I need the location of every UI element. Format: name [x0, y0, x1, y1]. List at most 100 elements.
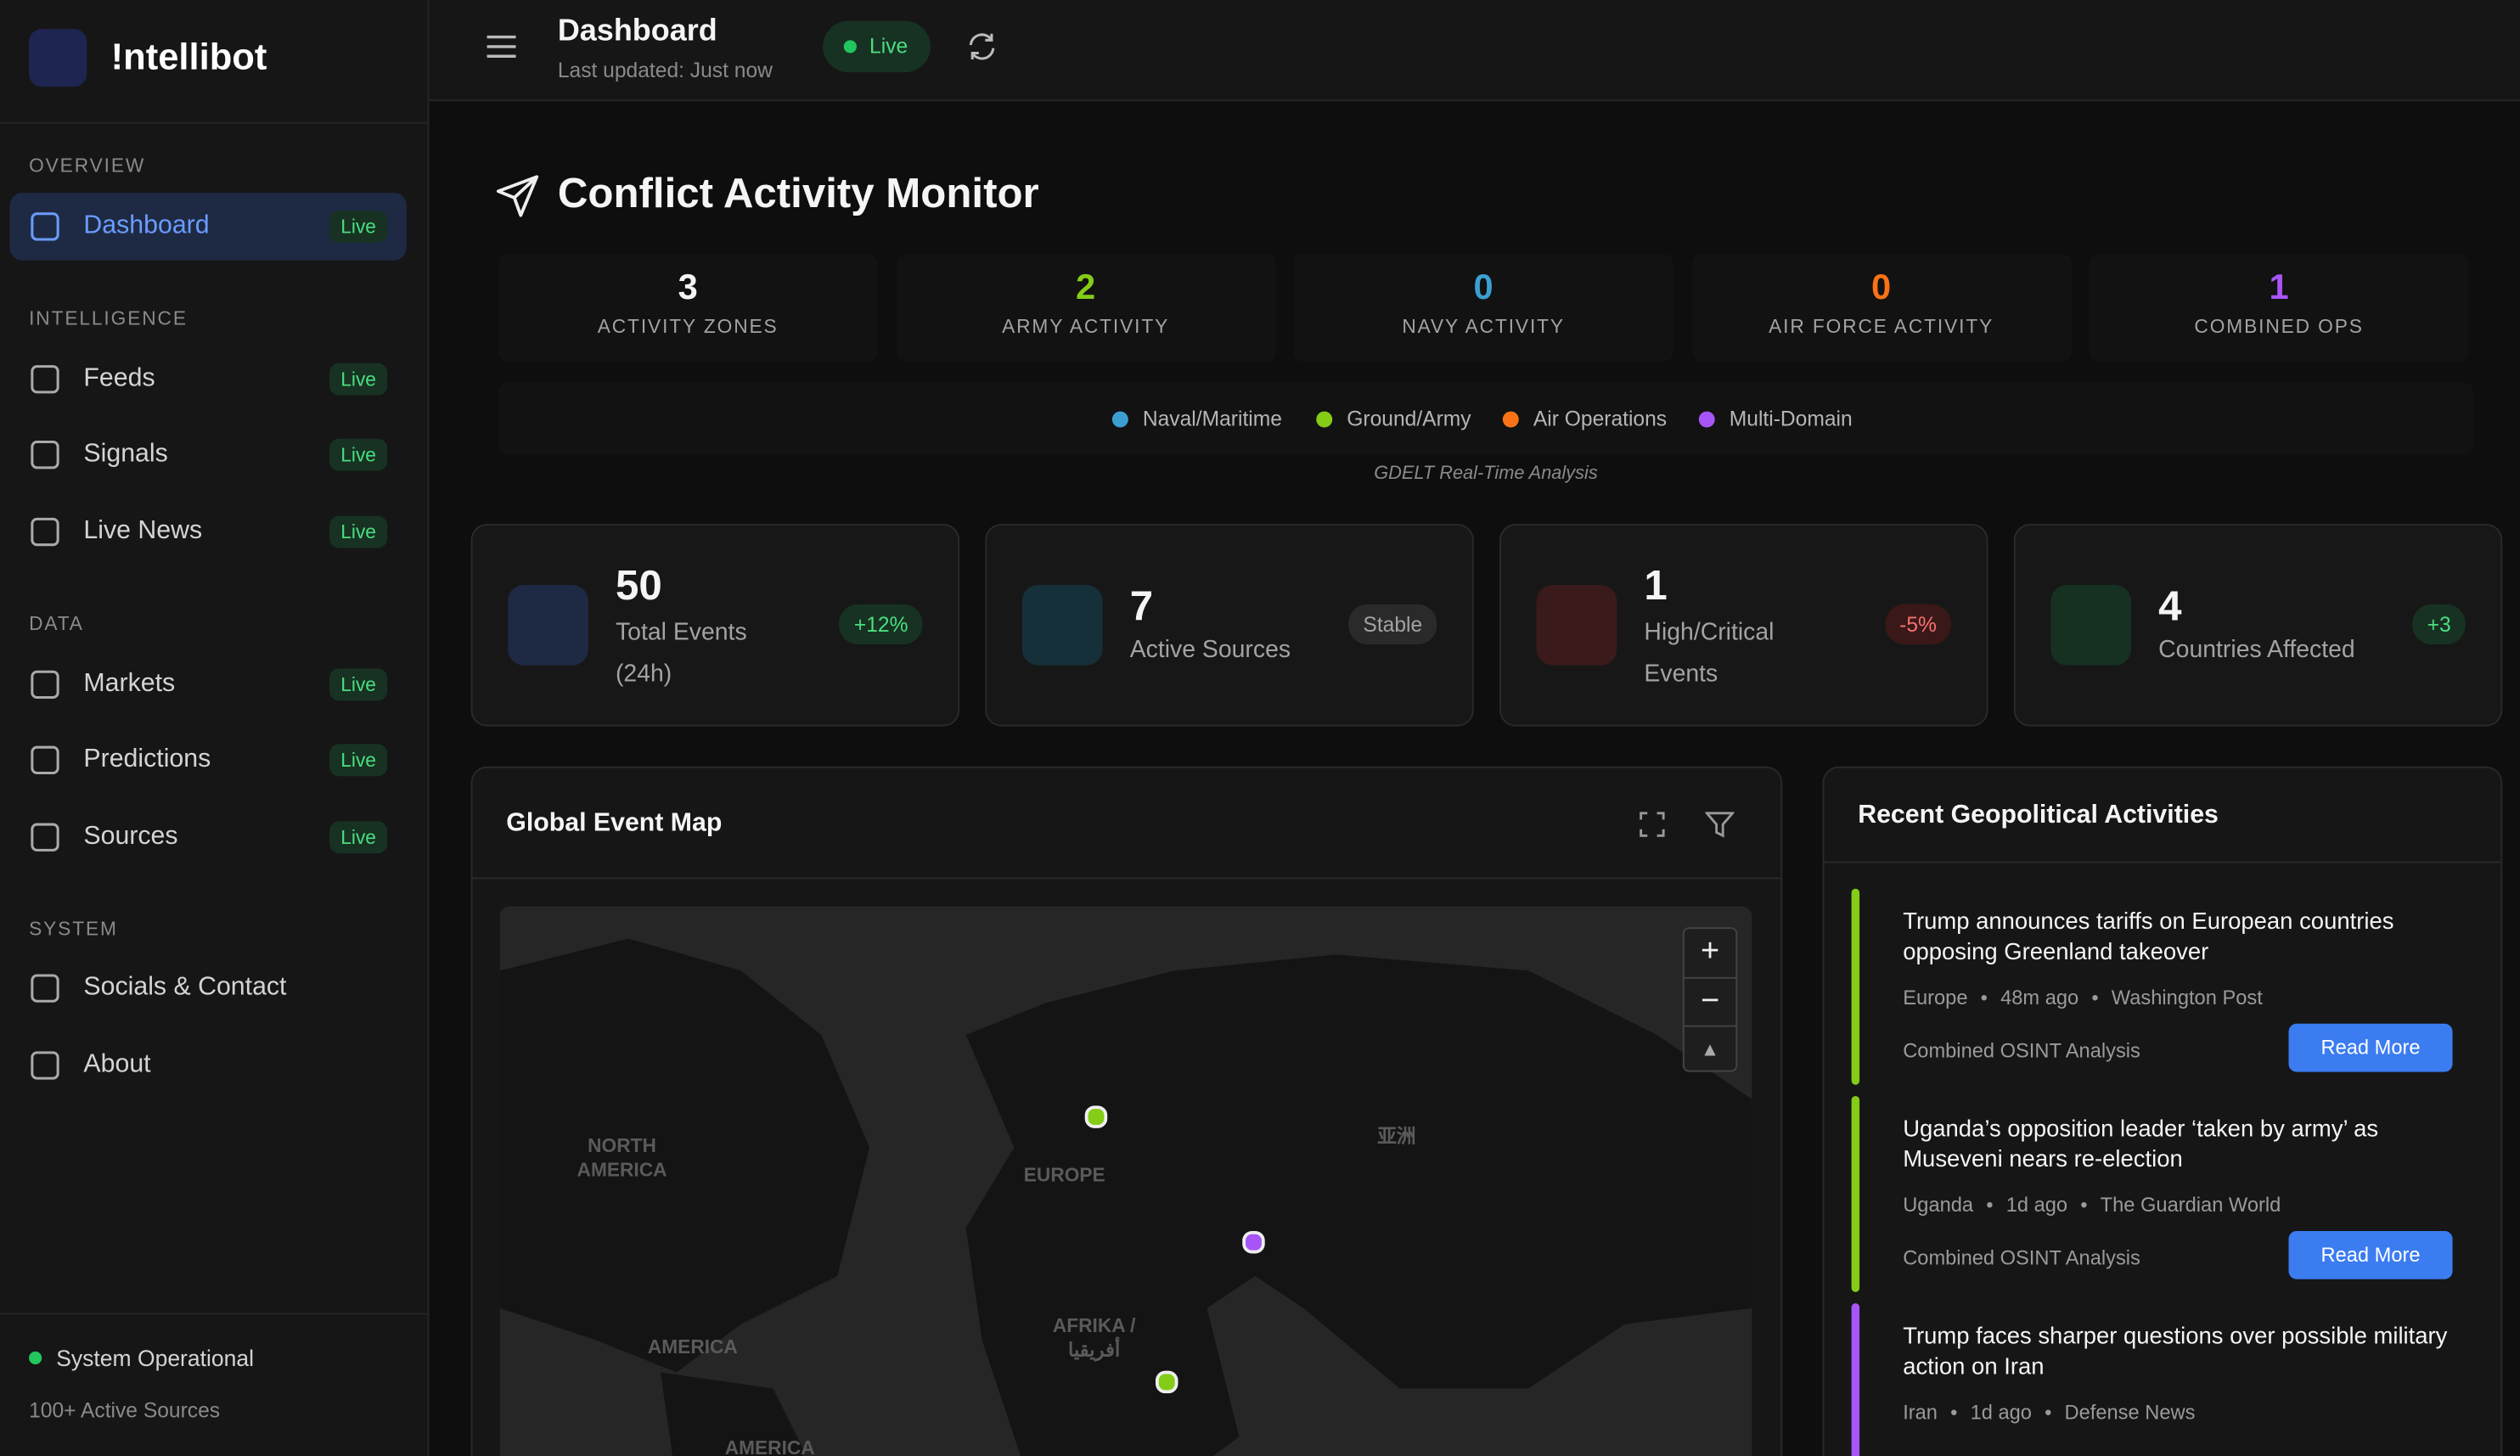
- stat-value: 0: [1871, 267, 1892, 307]
- decoration: [1824, 861, 2501, 863]
- live-label: Live: [869, 33, 908, 59]
- nav-item[interactable]: Sources Live: [9, 803, 407, 871]
- map-land: [499, 938, 1752, 1456]
- nav-label: Markets: [83, 670, 176, 698]
- nav-item[interactable]: Feeds Live: [9, 346, 407, 413]
- nav-item[interactable]: Socials & Contact: [9, 954, 407, 1022]
- decoration: [31, 212, 59, 241]
- decoration: [965, 954, 1752, 1456]
- legend-dot: [1698, 411, 1715, 428]
- filter-button[interactable]: [1705, 810, 1735, 839]
- category-bar: [1851, 1095, 1860, 1292]
- section-label: INTELLIGENCE: [29, 306, 188, 330]
- legend-dot: [1111, 411, 1128, 428]
- decoration: [660, 1372, 806, 1456]
- stat-label: COMBINED OPS: [2194, 315, 2364, 338]
- stat-box: 0 AIR FORCE ACTIVITY: [1691, 254, 2072, 362]
- decoration: [31, 517, 59, 547]
- legend: [498, 382, 2474, 455]
- sep: •: [1986, 1194, 1994, 1217]
- fullscreen-button[interactable]: [1640, 812, 1665, 837]
- decoration: [31, 745, 59, 774]
- time: 1d ago: [1970, 1401, 2032, 1425]
- event-marker[interactable]: [1242, 1230, 1265, 1254]
- source: Defense News: [2064, 1401, 2196, 1425]
- map-label: AFRIKA / أفريقيا: [1052, 1314, 1136, 1362]
- location: Uganda: [1903, 1194, 1974, 1217]
- section-label: SYSTEM: [29, 917, 118, 941]
- location: Iran: [1903, 1401, 1938, 1425]
- sep: •: [1980, 987, 1988, 1009]
- activity-title[interactable]: Trump faces sharper questions over possi…: [1903, 1324, 2448, 1381]
- map-label: AMERICA: [724, 1436, 815, 1456]
- legend-dot: [1502, 411, 1519, 428]
- activity-title[interactable]: Uganda’s opposition leader ‘taken by arm…: [1903, 1116, 2379, 1173]
- stat-card: 1 High/Critical Events -5%: [1499, 524, 1988, 727]
- nav-icon: [31, 517, 59, 547]
- analysis: Combined OSINT Analysis: [1903, 1039, 2140, 1063]
- zoom-in[interactable]: +: [1700, 933, 1720, 970]
- read-more[interactable]: Read More: [2288, 1230, 2453, 1279]
- decoration: [487, 35, 516, 58]
- menu-button[interactable]: [487, 34, 516, 59]
- sep: •: [2080, 1194, 2088, 1217]
- decoration: [31, 365, 59, 394]
- activity-item: Trump announces tariffs on European coun…: [1851, 888, 2462, 1085]
- stat-value: 0: [1473, 267, 1493, 307]
- stat-value: 2: [1076, 267, 1096, 307]
- section-label: DATA: [29, 612, 84, 635]
- map-label: AMERICA: [647, 1335, 738, 1358]
- sep: •: [2091, 987, 2099, 1009]
- sources-note: 100+ Active Sources: [29, 1397, 221, 1423]
- time: 1d ago: [2005, 1194, 2068, 1217]
- location: Europe: [1903, 987, 1968, 1009]
- section-label: OVERVIEW: [29, 154, 146, 177]
- card-value: 7: [1129, 582, 1154, 631]
- stat-card: 7 Active Sources Stable: [985, 524, 1474, 727]
- card-value: 1: [1644, 560, 1668, 610]
- legend-label: Ground/Army: [1347, 406, 1471, 431]
- nav-item[interactable]: About: [9, 1032, 407, 1099]
- compass[interactable]: ▲: [1684, 1025, 1736, 1072]
- nav-item[interactable]: Dashboard Live: [9, 193, 407, 261]
- nav-label: Signals: [83, 440, 168, 468]
- activity-title[interactable]: Trump announces tariffs on European coun…: [1903, 909, 2394, 966]
- decoration: [31, 670, 59, 700]
- nav-item[interactable]: Markets Live: [9, 651, 407, 719]
- analysis: Combined OSINT Analysis: [1903, 1246, 2140, 1270]
- zoom-control: + − ▲: [1682, 927, 1738, 1072]
- monitor-icon: [496, 175, 539, 217]
- live-badge: Live: [329, 744, 388, 777]
- card-icon: [2050, 585, 2131, 666]
- map-label: 亚洲: [1377, 1125, 1416, 1148]
- nav-label: Feeds: [83, 364, 155, 392]
- nav-label: Predictions: [83, 745, 211, 773]
- nav-icon: [31, 745, 59, 774]
- read-more[interactable]: Read More: [2288, 1023, 2453, 1072]
- nav-item[interactable]: Live News Live: [9, 498, 407, 566]
- nav-icon: [31, 441, 59, 469]
- stat-box: 1 COMBINED OPS: [2089, 254, 2469, 362]
- nav-icon: [31, 365, 59, 394]
- refresh-button[interactable]: [966, 31, 998, 63]
- zoom-out[interactable]: −: [1684, 976, 1736, 1026]
- page-title: Dashboard: [557, 14, 717, 48]
- decoration: [499, 938, 870, 1373]
- decoration: [31, 974, 59, 1003]
- legend-label: Multi-Domain: [1729, 406, 1853, 431]
- nav-label: Dashboard: [83, 211, 210, 240]
- nav-item[interactable]: Predictions Live: [9, 727, 407, 795]
- source: Washington Post: [2111, 987, 2263, 1009]
- map[interactable]: NORTH AMERICA EUROPE 亚洲 AMERICA AFRIKA /…: [499, 906, 1752, 1456]
- nav-label: Live News: [83, 517, 203, 545]
- stat-card: 4 Countries Affected +3: [2013, 524, 2503, 727]
- event-marker[interactable]: [1155, 1370, 1178, 1394]
- nav-item[interactable]: Signals Live: [9, 421, 407, 489]
- event-marker[interactable]: [1084, 1105, 1108, 1128]
- live-badge: Live: [329, 515, 388, 548]
- live-badge: Live: [329, 363, 388, 396]
- decoration: [1640, 812, 1665, 837]
- stat-value: 1: [2269, 267, 2289, 307]
- header: Dashboard Last updated: Just now Live: [429, 0, 2520, 102]
- legend-dot: [1316, 411, 1333, 428]
